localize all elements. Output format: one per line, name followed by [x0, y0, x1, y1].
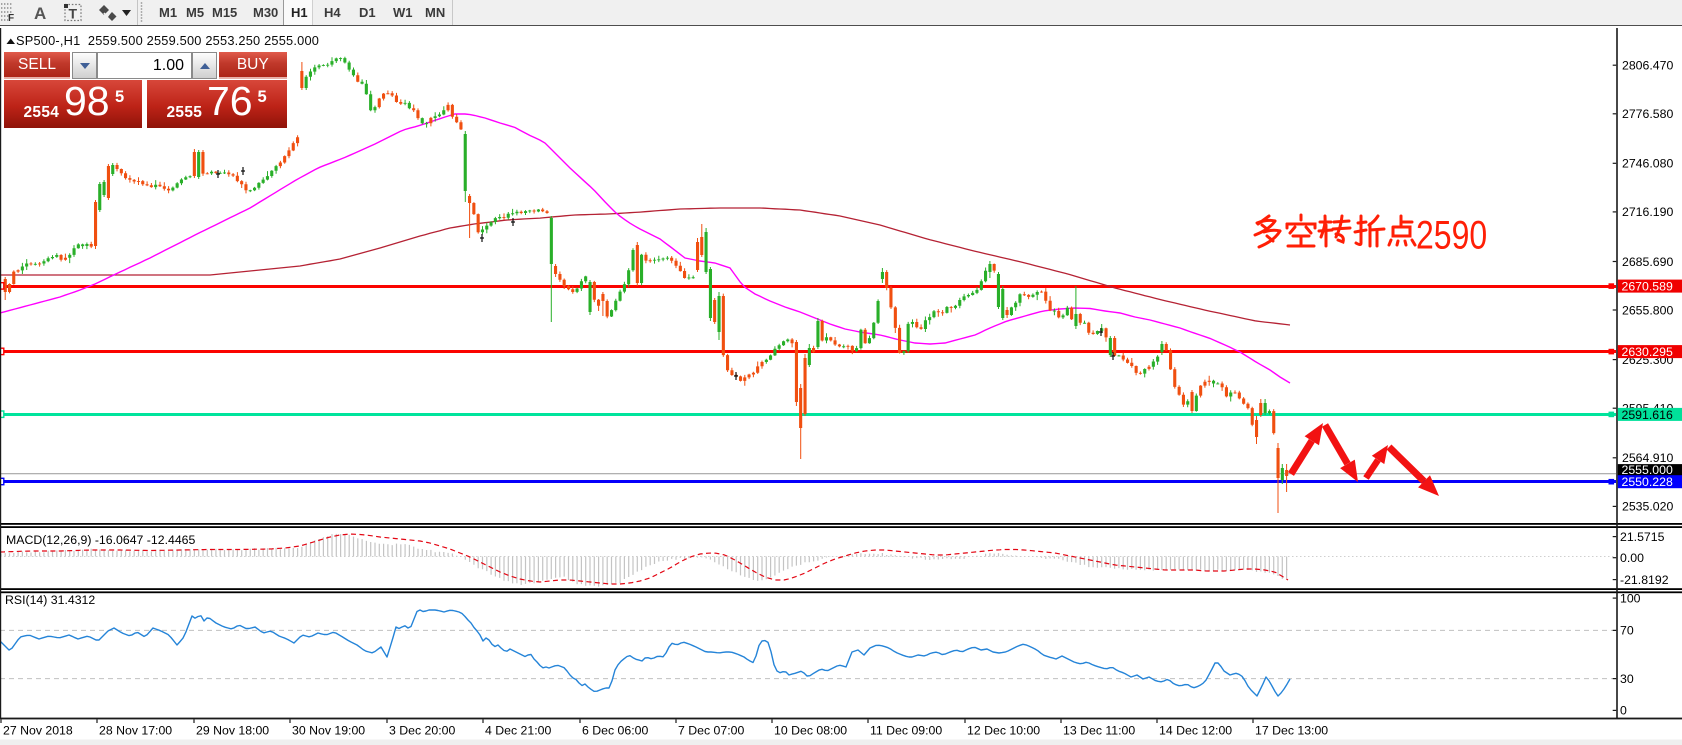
svg-text:7 Dec 07:00: 7 Dec 07:00	[678, 724, 744, 738]
svg-text:2746.080: 2746.080	[1622, 157, 1673, 171]
svg-text:29 Nov 18:00: 29 Nov 18:00	[196, 724, 269, 738]
svg-text:70: 70	[1620, 624, 1634, 638]
svg-text:2776.580: 2776.580	[1622, 107, 1673, 121]
svg-text:T: T	[69, 6, 78, 22]
svg-text:3 Dec 20:00: 3 Dec 20:00	[389, 724, 455, 738]
svg-text:10 Dec 08:00: 10 Dec 08:00	[774, 724, 847, 738]
svg-text:2685.690: 2685.690	[1622, 255, 1673, 269]
svg-text:2590: 2590	[1416, 212, 1487, 257]
svg-text:0.00: 0.00	[1620, 551, 1644, 565]
svg-text:MACD(12,26,9) -16.0647 -12.446: MACD(12,26,9) -16.0647 -12.4465	[6, 533, 196, 547]
svg-text:2806.470: 2806.470	[1622, 59, 1673, 73]
svg-text:12 Dec 10:00: 12 Dec 10:00	[967, 724, 1040, 738]
svg-text:30 Nov 19:00: 30 Nov 19:00	[292, 724, 365, 738]
svg-text:14 Dec 12:00: 14 Dec 12:00	[1159, 724, 1232, 738]
svg-text:F: F	[8, 13, 14, 24]
svg-text:27 Nov 2018: 27 Nov 2018	[3, 724, 73, 738]
svg-text:13 Dec 11:00: 13 Dec 11:00	[1063, 724, 1135, 738]
svg-text:2564.910: 2564.910	[1622, 451, 1673, 465]
svg-text:A: A	[34, 4, 46, 23]
svg-text:21.5715: 21.5715	[1620, 530, 1665, 544]
svg-text:2555.000: 2555.000	[1622, 463, 1673, 477]
svg-text:17 Dec 13:00: 17 Dec 13:00	[1255, 724, 1328, 738]
svg-text:100: 100	[1620, 591, 1641, 605]
svg-text:0: 0	[1620, 704, 1627, 718]
svg-text:4 Dec 21:00: 4 Dec 21:00	[485, 724, 551, 738]
svg-text:2591.616: 2591.616	[1622, 408, 1673, 422]
svg-text:28 Nov 17:00: 28 Nov 17:00	[99, 724, 172, 738]
svg-text:2716.190: 2716.190	[1622, 205, 1673, 219]
svg-text:2630.295: 2630.295	[1622, 345, 1673, 359]
svg-text:11 Dec 09:00: 11 Dec 09:00	[870, 724, 942, 738]
svg-text:RSI(14) 31.4312: RSI(14) 31.4312	[5, 593, 95, 607]
svg-text:2535.020: 2535.020	[1622, 500, 1673, 514]
svg-text:-21.8192: -21.8192	[1620, 573, 1669, 587]
svg-text:2550.228: 2550.228	[1622, 475, 1673, 489]
svg-text:2655.800: 2655.800	[1622, 303, 1673, 317]
svg-text:6 Dec 06:00: 6 Dec 06:00	[582, 724, 648, 738]
svg-text:2670.589: 2670.589	[1622, 280, 1673, 294]
svg-text:30: 30	[1620, 672, 1634, 686]
